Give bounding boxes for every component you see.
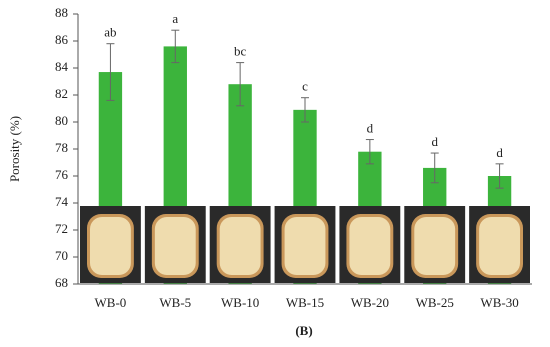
y-tick-label: 86 bbox=[55, 32, 69, 47]
y-tick-label: 88 bbox=[55, 5, 68, 20]
error-bar bbox=[236, 62, 245, 107]
error-bar bbox=[365, 139, 374, 165]
y-tick-label: 72 bbox=[55, 221, 68, 236]
x-tick-label: WB-30 bbox=[480, 295, 518, 310]
y-tick-label: 82 bbox=[55, 86, 68, 101]
y-tick-label: 76 bbox=[55, 167, 69, 182]
x-tick-label: WB-25 bbox=[416, 295, 454, 310]
x-tick-label: WB-0 bbox=[95, 295, 127, 310]
data-label: bc bbox=[234, 44, 247, 59]
bread-crumb bbox=[154, 217, 196, 275]
y-tick-label: 70 bbox=[55, 248, 68, 263]
y-tick-label: 80 bbox=[55, 113, 68, 128]
bread-crumb bbox=[90, 217, 131, 275]
bread-crumb bbox=[479, 217, 520, 275]
x-tick-label: WB-5 bbox=[159, 295, 191, 310]
y-tick-label: 78 bbox=[55, 140, 68, 155]
y-tick-label: 84 bbox=[55, 59, 69, 74]
data-label: c bbox=[302, 79, 308, 94]
bread-crumb bbox=[284, 217, 326, 275]
data-label: ab bbox=[104, 25, 116, 40]
error-bar bbox=[495, 163, 504, 189]
caption: (B) bbox=[295, 323, 312, 338]
error-bar bbox=[171, 29, 180, 64]
y-tick-label: 68 bbox=[55, 275, 68, 290]
y-axis-label: Porosity (%) bbox=[7, 116, 22, 182]
x-tick-label: WB-10 bbox=[221, 295, 259, 310]
error-bar bbox=[301, 97, 309, 123]
error-bar bbox=[430, 152, 439, 184]
x-tick-label: WB-15 bbox=[286, 295, 324, 310]
bread-crumb bbox=[349, 217, 391, 275]
y-tick-label: 74 bbox=[55, 194, 69, 209]
error-bar bbox=[106, 43, 115, 101]
data-label: d bbox=[496, 145, 503, 160]
data-label: a bbox=[172, 11, 178, 26]
x-tick-label: WB-20 bbox=[351, 295, 389, 310]
bread-crumb bbox=[219, 217, 261, 275]
bread-crumb bbox=[414, 217, 456, 275]
data-label: d bbox=[431, 134, 438, 149]
data-label: d bbox=[367, 121, 374, 136]
